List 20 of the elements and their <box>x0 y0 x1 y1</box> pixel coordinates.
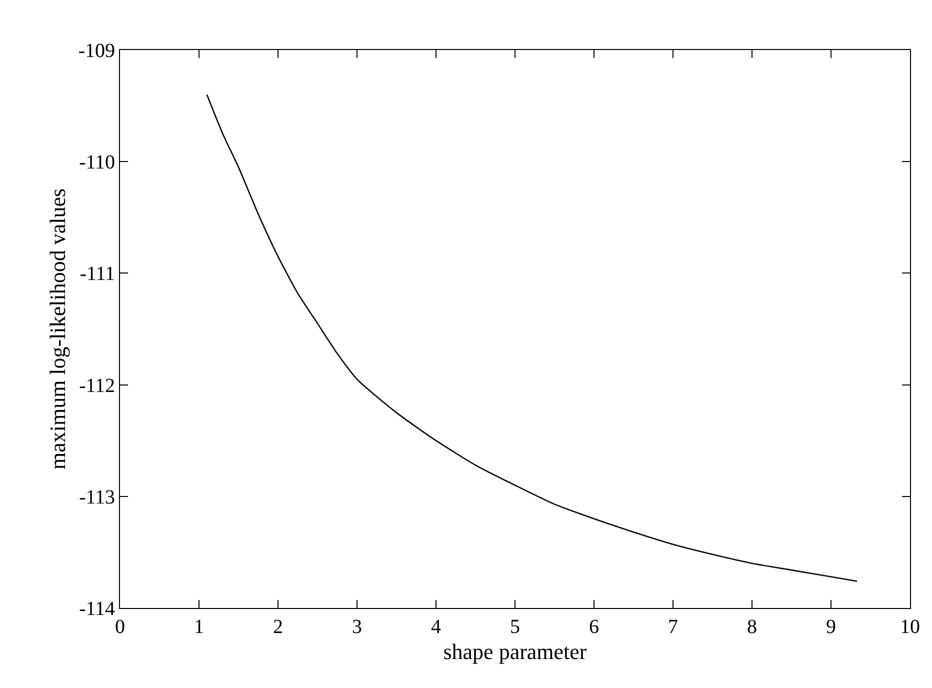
x-tick-label: 10 <box>900 616 920 638</box>
y-tick-label: -113 <box>79 486 115 508</box>
y-tick-label: -112 <box>79 374 115 397</box>
y-tick-label: -109 <box>78 40 115 62</box>
x-tick-label: 1 <box>194 616 204 638</box>
line-series <box>206 94 858 582</box>
x-tick-label: 5 <box>510 616 520 638</box>
y-tick-label: -110 <box>79 152 115 174</box>
x-tick-label: 3 <box>352 616 362 638</box>
x-axis-title: shape parameter <box>443 638 588 664</box>
y-tick-label: -114 <box>79 598 115 620</box>
x-tick-label: 9 <box>826 616 836 638</box>
y-tick-label: -111 <box>80 263 115 286</box>
x-tick-label: 4 <box>431 616 441 638</box>
x-tick-label: 8 <box>747 616 757 638</box>
x-tick-label: 0 <box>115 616 125 638</box>
x-tick-label: 2 <box>273 616 283 638</box>
y-axis-title: maximum log-likelihood values <box>45 188 70 470</box>
x-tick-label: 6 <box>589 616 599 638</box>
x-tick-label: 7 <box>668 616 678 638</box>
